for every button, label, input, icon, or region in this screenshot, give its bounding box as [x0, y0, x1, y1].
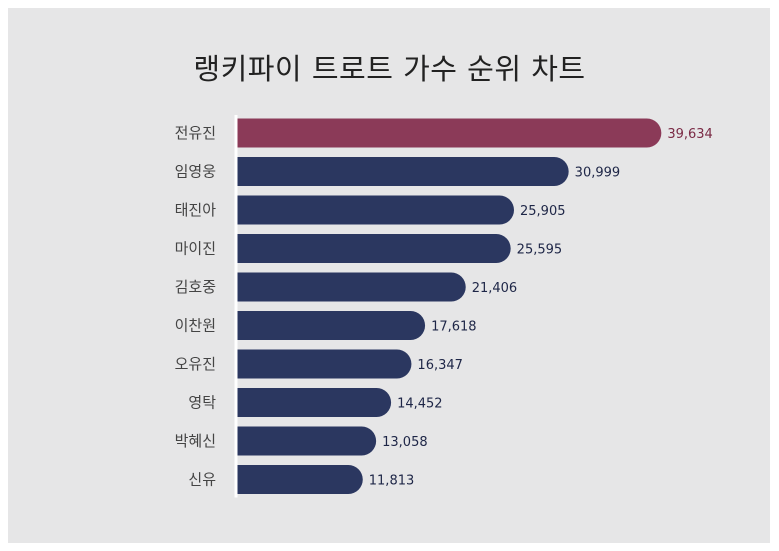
value-label: 39,634	[667, 127, 713, 142]
category-label: 오유진	[175, 355, 216, 373]
category-label: 이찬원	[175, 317, 216, 335]
bar	[236, 311, 426, 340]
bar	[236, 234, 511, 263]
value-label: 30,999	[575, 166, 621, 181]
value-label: 21,406	[472, 281, 517, 296]
bar	[236, 157, 569, 186]
bar	[236, 272, 466, 302]
category-label: 영탁	[188, 394, 216, 412]
value-label: 13,058	[382, 435, 428, 450]
bar	[236, 388, 392, 417]
value-label: 25,595	[517, 243, 563, 258]
category-label: 마이진	[175, 240, 216, 258]
category-label: 전유진	[175, 124, 216, 142]
value-label: 14,452	[397, 397, 443, 412]
bar	[236, 118, 662, 148]
bar	[236, 195, 515, 225]
value-label: 17,618	[431, 320, 477, 335]
category-label: 태진아	[175, 201, 217, 219]
category-label: 김호중	[175, 278, 216, 296]
bar	[236, 465, 363, 494]
chart-title: 랭키파이 트로트 가수 순위 차트	[193, 52, 586, 86]
value-label: 25,905	[520, 204, 566, 219]
bars-group: 전유진 39,634 임영웅 30,999 태진아 25,905 마이진 25,595 김호중 2…	[175, 118, 713, 494]
bar	[236, 426, 377, 456]
category-label: 박혜신	[175, 432, 216, 450]
category-label: 임영웅	[175, 163, 216, 181]
category-label: 신유	[188, 471, 216, 489]
value-label: 16,347	[417, 358, 463, 373]
value-label: 11,813	[369, 474, 415, 489]
bar	[236, 349, 412, 379]
